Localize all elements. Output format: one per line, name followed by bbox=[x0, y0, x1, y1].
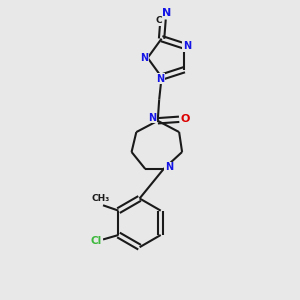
Text: N: N bbox=[156, 74, 164, 84]
Text: N: N bbox=[148, 113, 156, 123]
Text: O: O bbox=[181, 114, 190, 124]
Text: CH₃: CH₃ bbox=[92, 194, 110, 203]
Text: N: N bbox=[140, 53, 148, 63]
Text: N: N bbox=[165, 162, 173, 172]
Text: Cl: Cl bbox=[91, 236, 102, 246]
Text: N: N bbox=[162, 8, 171, 18]
Text: C: C bbox=[155, 16, 162, 25]
Text: N: N bbox=[183, 41, 191, 51]
